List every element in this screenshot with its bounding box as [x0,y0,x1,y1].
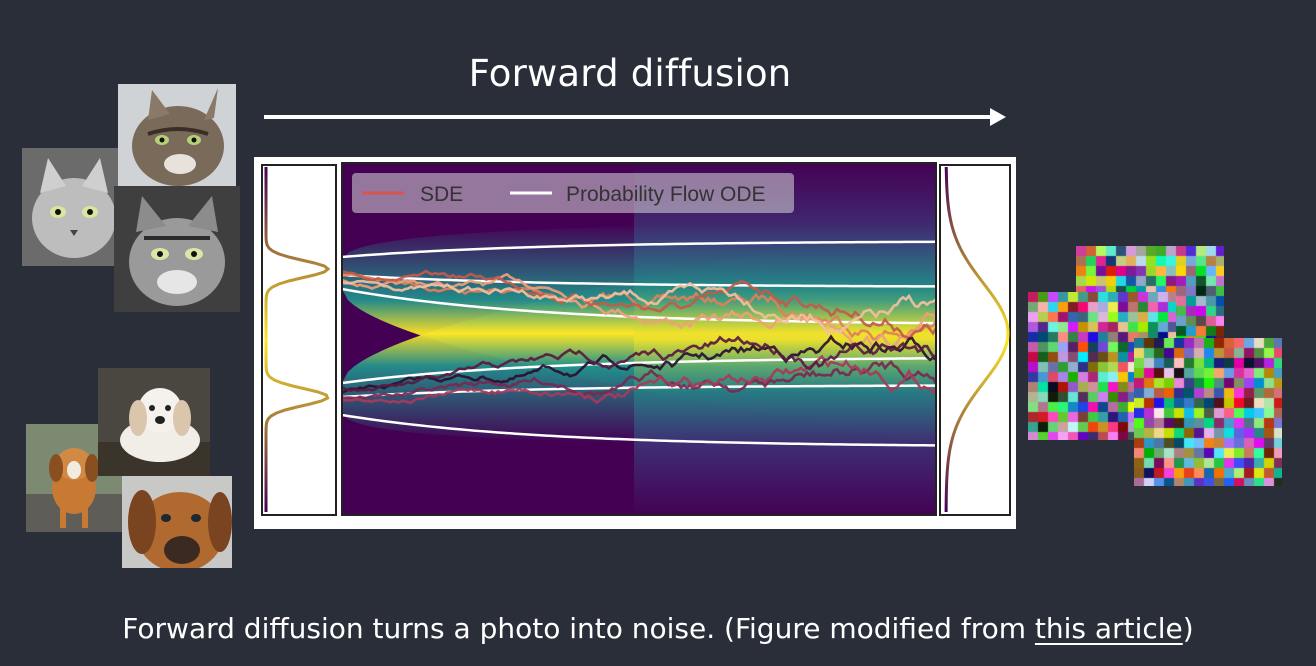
initial-density-curve [264,167,331,512]
diffusion-plot: SDE Probability Flow ODE [261,162,1011,516]
ode-trajectory [342,357,936,385]
ode-trajectory [342,273,936,288]
sde-trajectory [342,279,936,337]
ode-trajectory [342,384,936,399]
dog-photo-2 [98,368,210,476]
legend: SDE Probability Flow ODE [352,173,794,213]
sde-trajectory [342,359,936,400]
sde-trajectory [342,334,936,394]
dog-photo-3 [122,476,232,568]
caption: Forward diffusion turns a photo into noi… [0,612,1316,645]
ode-trajectory [342,240,936,259]
dog-photo-1 [26,424,124,532]
diagram-title: Forward diffusion [468,52,792,95]
cat-photo-2 [118,84,236,188]
sde-trajectory [342,354,936,405]
sde-trajectory [342,269,936,340]
legend-ode-label: Probability Flow ODE [566,183,766,206]
caption-text: Forward diffusion turns a photo into noi… [122,612,1035,645]
initial-density-panel [261,164,337,516]
sde-trajectory [342,335,936,392]
article-link[interactable]: this article [1034,612,1183,645]
ode-trajectory [342,287,936,325]
ode-trajectory [342,413,936,447]
caption-suffix: ) [1182,612,1194,645]
diffusion-figure: SDE Probability Flow ODE [254,157,1016,529]
noise-image-3 [1134,338,1282,486]
forward-arrow-icon [264,108,1006,126]
cat-photo-3 [114,186,240,312]
density-heatmap [342,163,936,515]
final-density-curve [944,166,1010,513]
cat-photo-1 [22,148,126,266]
legend-sde-label: SDE [420,183,463,206]
